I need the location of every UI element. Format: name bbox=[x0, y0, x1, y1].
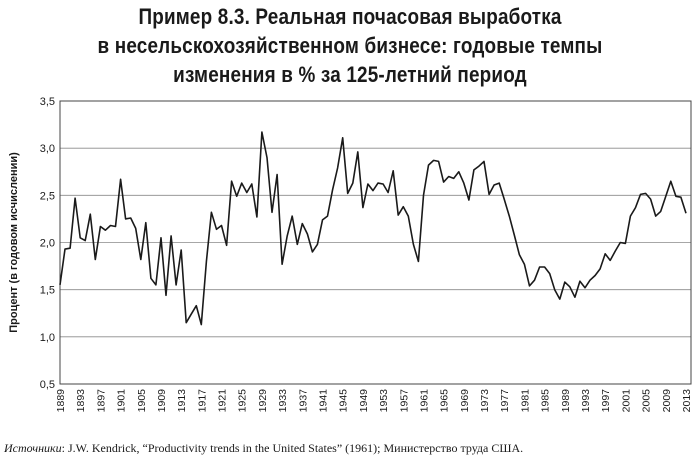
x-tick-label: 1953 bbox=[378, 389, 390, 413]
y-tick-label: 1,0 bbox=[40, 332, 55, 344]
x-tick-label: 2005 bbox=[641, 389, 653, 413]
source-note: Источники: J.W. Kendrick, “Productivity … bbox=[4, 440, 700, 456]
x-tick-label: 1989 bbox=[560, 389, 572, 413]
x-tick-label: 2013 bbox=[681, 389, 693, 413]
x-tick-label: 1961 bbox=[418, 389, 430, 413]
x-tick-label: 1965 bbox=[439, 389, 451, 413]
y-tick-label: 2,5 bbox=[40, 190, 55, 202]
x-tick-label: 1929 bbox=[257, 389, 269, 413]
y-tick-label: 0,5 bbox=[40, 379, 55, 391]
x-tick-label: 1973 bbox=[479, 389, 491, 413]
x-tick-label: 1917 bbox=[196, 389, 208, 413]
y-axis-label: Процент (в годовом исчислении) bbox=[8, 152, 20, 333]
line-chart: 0,5 1,0 1,5 2,0 2,5 3,0 3,5 1889 1893 1897 1901 19… bbox=[8, 96, 693, 413]
x-tick-label: 1997 bbox=[600, 389, 612, 413]
plot-area-frame bbox=[59, 100, 692, 385]
x-tick-label: 1889 bbox=[55, 389, 67, 413]
chart-title-line-2: в несельскохозяйственном бизнесе: годовы… bbox=[97, 33, 603, 58]
x-tick-label: 1921 bbox=[217, 389, 229, 413]
x-tick-label: 1945 bbox=[338, 389, 350, 413]
source-text: : J.W. Kendrick, “Productivity trends in… bbox=[61, 441, 524, 455]
y-tick-label: 2,0 bbox=[40, 238, 55, 250]
x-tick-label: 1969 bbox=[459, 389, 471, 413]
horizontal-grid bbox=[60, 147, 691, 338]
x-tick-label: 1933 bbox=[277, 389, 289, 413]
series-line bbox=[59, 131, 687, 326]
x-tick-label: 1957 bbox=[398, 389, 410, 413]
x-tick-label: 2009 bbox=[661, 389, 673, 413]
source-label: Источники bbox=[4, 441, 62, 455]
x-tick-label: 1981 bbox=[519, 389, 531, 413]
x-tick-label: 1897 bbox=[95, 389, 107, 413]
series-group bbox=[59, 131, 687, 326]
x-tick-label: 1977 bbox=[499, 389, 511, 413]
x-tick-label: 1905 bbox=[136, 389, 148, 413]
chart-title-line-1: Пример 8.3. Реальная почасовая выработка bbox=[138, 4, 562, 29]
x-tick-label: 1913 bbox=[176, 389, 188, 413]
x-tick-label: 1993 bbox=[580, 389, 592, 413]
y-axis-ticks: 0,5 1,0 1,5 2,0 2,5 3,0 3,5 bbox=[40, 96, 55, 391]
x-tick-label: 1925 bbox=[237, 389, 249, 413]
x-tick-label: 1901 bbox=[116, 389, 128, 413]
chart-title-line-3: изменения в % за 125-летний период bbox=[173, 62, 527, 87]
y-tick-label: 1,5 bbox=[40, 285, 55, 297]
y-tick-label: 3,0 bbox=[40, 143, 55, 155]
x-tick-label: 1985 bbox=[540, 389, 552, 413]
x-tick-label: 1893 bbox=[75, 389, 87, 413]
x-tick-label: 1941 bbox=[317, 389, 329, 413]
x-axis-ticks: 1889 1893 1897 1901 1905 1909 1913 1917 1921 1925… bbox=[55, 389, 693, 413]
x-tick-label: 2001 bbox=[620, 389, 632, 413]
chart-title: Пример 8.3. Реальная почасовая выработка… bbox=[0, 2, 700, 89]
y-tick-label: 3,5 bbox=[40, 96, 55, 108]
x-tick-label: 1937 bbox=[297, 389, 309, 413]
x-tick-label: 1949 bbox=[358, 389, 370, 413]
x-tick-label: 1909 bbox=[156, 389, 168, 413]
